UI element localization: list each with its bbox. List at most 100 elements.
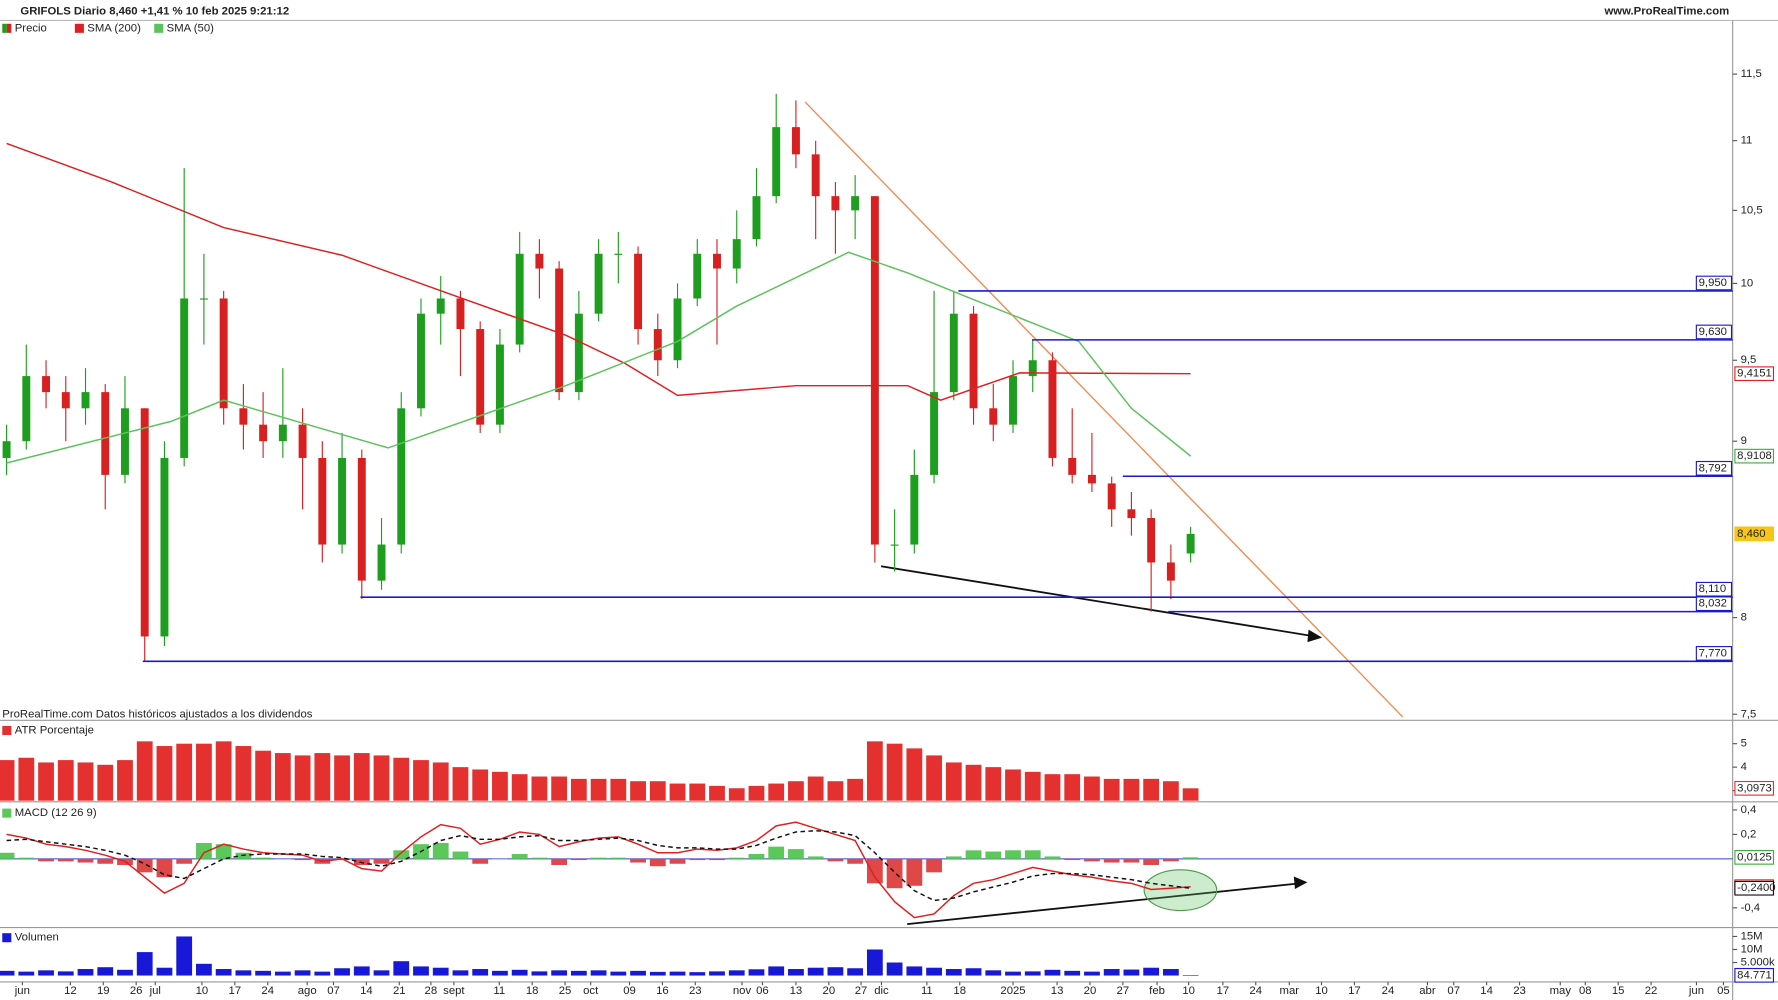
bar — [314, 971, 331, 976]
candle-body — [1028, 360, 1037, 377]
x-tick-label: jul — [149, 985, 161, 997]
x-tick-label: dic — [874, 985, 889, 997]
bar — [551, 970, 568, 976]
histogram-bar — [255, 857, 272, 859]
candle-body — [870, 196, 879, 545]
bar — [0, 760, 15, 801]
candle-body — [397, 408, 406, 545]
bar — [1182, 975, 1199, 976]
bar — [788, 969, 804, 976]
x-tick-label: 13 — [1051, 985, 1064, 997]
level-label: 8,110 — [1699, 583, 1727, 595]
bar — [1044, 969, 1061, 976]
bar — [1162, 781, 1179, 801]
histogram-bar — [788, 849, 804, 859]
histogram-bar — [393, 850, 410, 859]
histogram-bar — [196, 842, 212, 859]
candle-body — [614, 253, 623, 255]
candle-body — [101, 392, 110, 475]
y-tick-label: 5 — [1741, 738, 1747, 750]
candle-body — [338, 457, 347, 545]
bar — [393, 757, 410, 801]
bar — [866, 949, 883, 976]
candle-body — [298, 424, 307, 458]
bar — [294, 970, 311, 976]
x-tick-label: jun — [1688, 985, 1704, 997]
histogram-bar — [274, 858, 291, 860]
x-tick-label: 07 — [327, 985, 340, 997]
candle-body — [1147, 518, 1156, 563]
bar — [768, 783, 785, 801]
bar — [1064, 774, 1081, 801]
candle-body — [752, 196, 761, 240]
histogram-bar — [38, 858, 54, 862]
y-tick-label: 10M — [1741, 943, 1763, 955]
bar — [709, 971, 725, 976]
panel-title: MACD (12 26 9) — [15, 807, 97, 819]
x-tick-label: 17 — [229, 985, 242, 997]
bar — [136, 952, 153, 976]
histogram-bar — [1084, 858, 1100, 862]
histogram-bar — [432, 842, 449, 859]
histogram-bar — [551, 858, 568, 865]
level-label: 9,630 — [1699, 326, 1727, 338]
level-tag — [1695, 460, 1733, 476]
histogram-bar — [866, 858, 883, 884]
panel-title: Volumen — [15, 932, 59, 944]
bar — [97, 764, 114, 801]
histogram-bar — [926, 858, 942, 873]
histogram-bar — [0, 852, 15, 859]
x-tick-label: 26 — [130, 985, 143, 997]
x-tick-label: ago — [298, 985, 317, 997]
histogram-bar — [1044, 856, 1061, 859]
legend-swatch — [74, 23, 84, 33]
candle-body — [1166, 562, 1175, 581]
y-tick-label: 10,5 — [1741, 204, 1763, 216]
value-tag — [1734, 526, 1775, 542]
bar — [235, 746, 252, 801]
x-tick-label: 23 — [689, 985, 702, 997]
histogram-bar — [570, 858, 587, 861]
histogram-bar — [669, 858, 686, 864]
bar — [689, 972, 706, 976]
value-tag — [1734, 849, 1775, 865]
candle-body — [673, 298, 682, 361]
value-tag-label: 9,4151 — [1737, 368, 1772, 380]
candle-body — [22, 376, 31, 442]
x-tick-label: 18 — [526, 985, 539, 997]
candle-body — [417, 313, 425, 409]
histogram-bar — [18, 857, 35, 859]
histogram-bar — [965, 850, 982, 859]
y-tick-label: 0,2 — [1741, 828, 1757, 840]
bar — [1044, 774, 1061, 801]
candle-body — [219, 298, 228, 409]
bar — [176, 936, 193, 976]
bar — [1143, 778, 1160, 801]
candle-body — [969, 313, 978, 409]
histogram-bar — [511, 853, 528, 859]
trend-arrow — [907, 882, 1300, 926]
x-tick-label: sept — [443, 985, 465, 997]
x-tick-label: mar — [1280, 985, 1300, 997]
histogram-bar — [886, 858, 903, 889]
value-tag — [1734, 366, 1775, 382]
level-label: 8,032 — [1699, 598, 1727, 610]
candle-body — [259, 424, 268, 442]
y-tick-label: 5.000k — [1741, 957, 1775, 969]
bar — [334, 968, 350, 976]
candle-body — [476, 329, 485, 425]
histogram-bar — [748, 853, 765, 859]
candle-body — [653, 329, 662, 361]
bar — [906, 748, 923, 801]
bar — [1182, 788, 1199, 801]
candle-body — [318, 457, 327, 545]
candle-body — [713, 253, 721, 269]
bar — [255, 750, 272, 801]
histogram-bar — [156, 858, 173, 878]
x-tick-label: 27 — [1117, 985, 1130, 997]
x-tick-label: 20 — [1084, 985, 1097, 997]
candle-body — [515, 253, 524, 345]
histogram-bar — [215, 844, 232, 859]
arrow-head — [1307, 629, 1323, 643]
bar — [373, 970, 390, 976]
